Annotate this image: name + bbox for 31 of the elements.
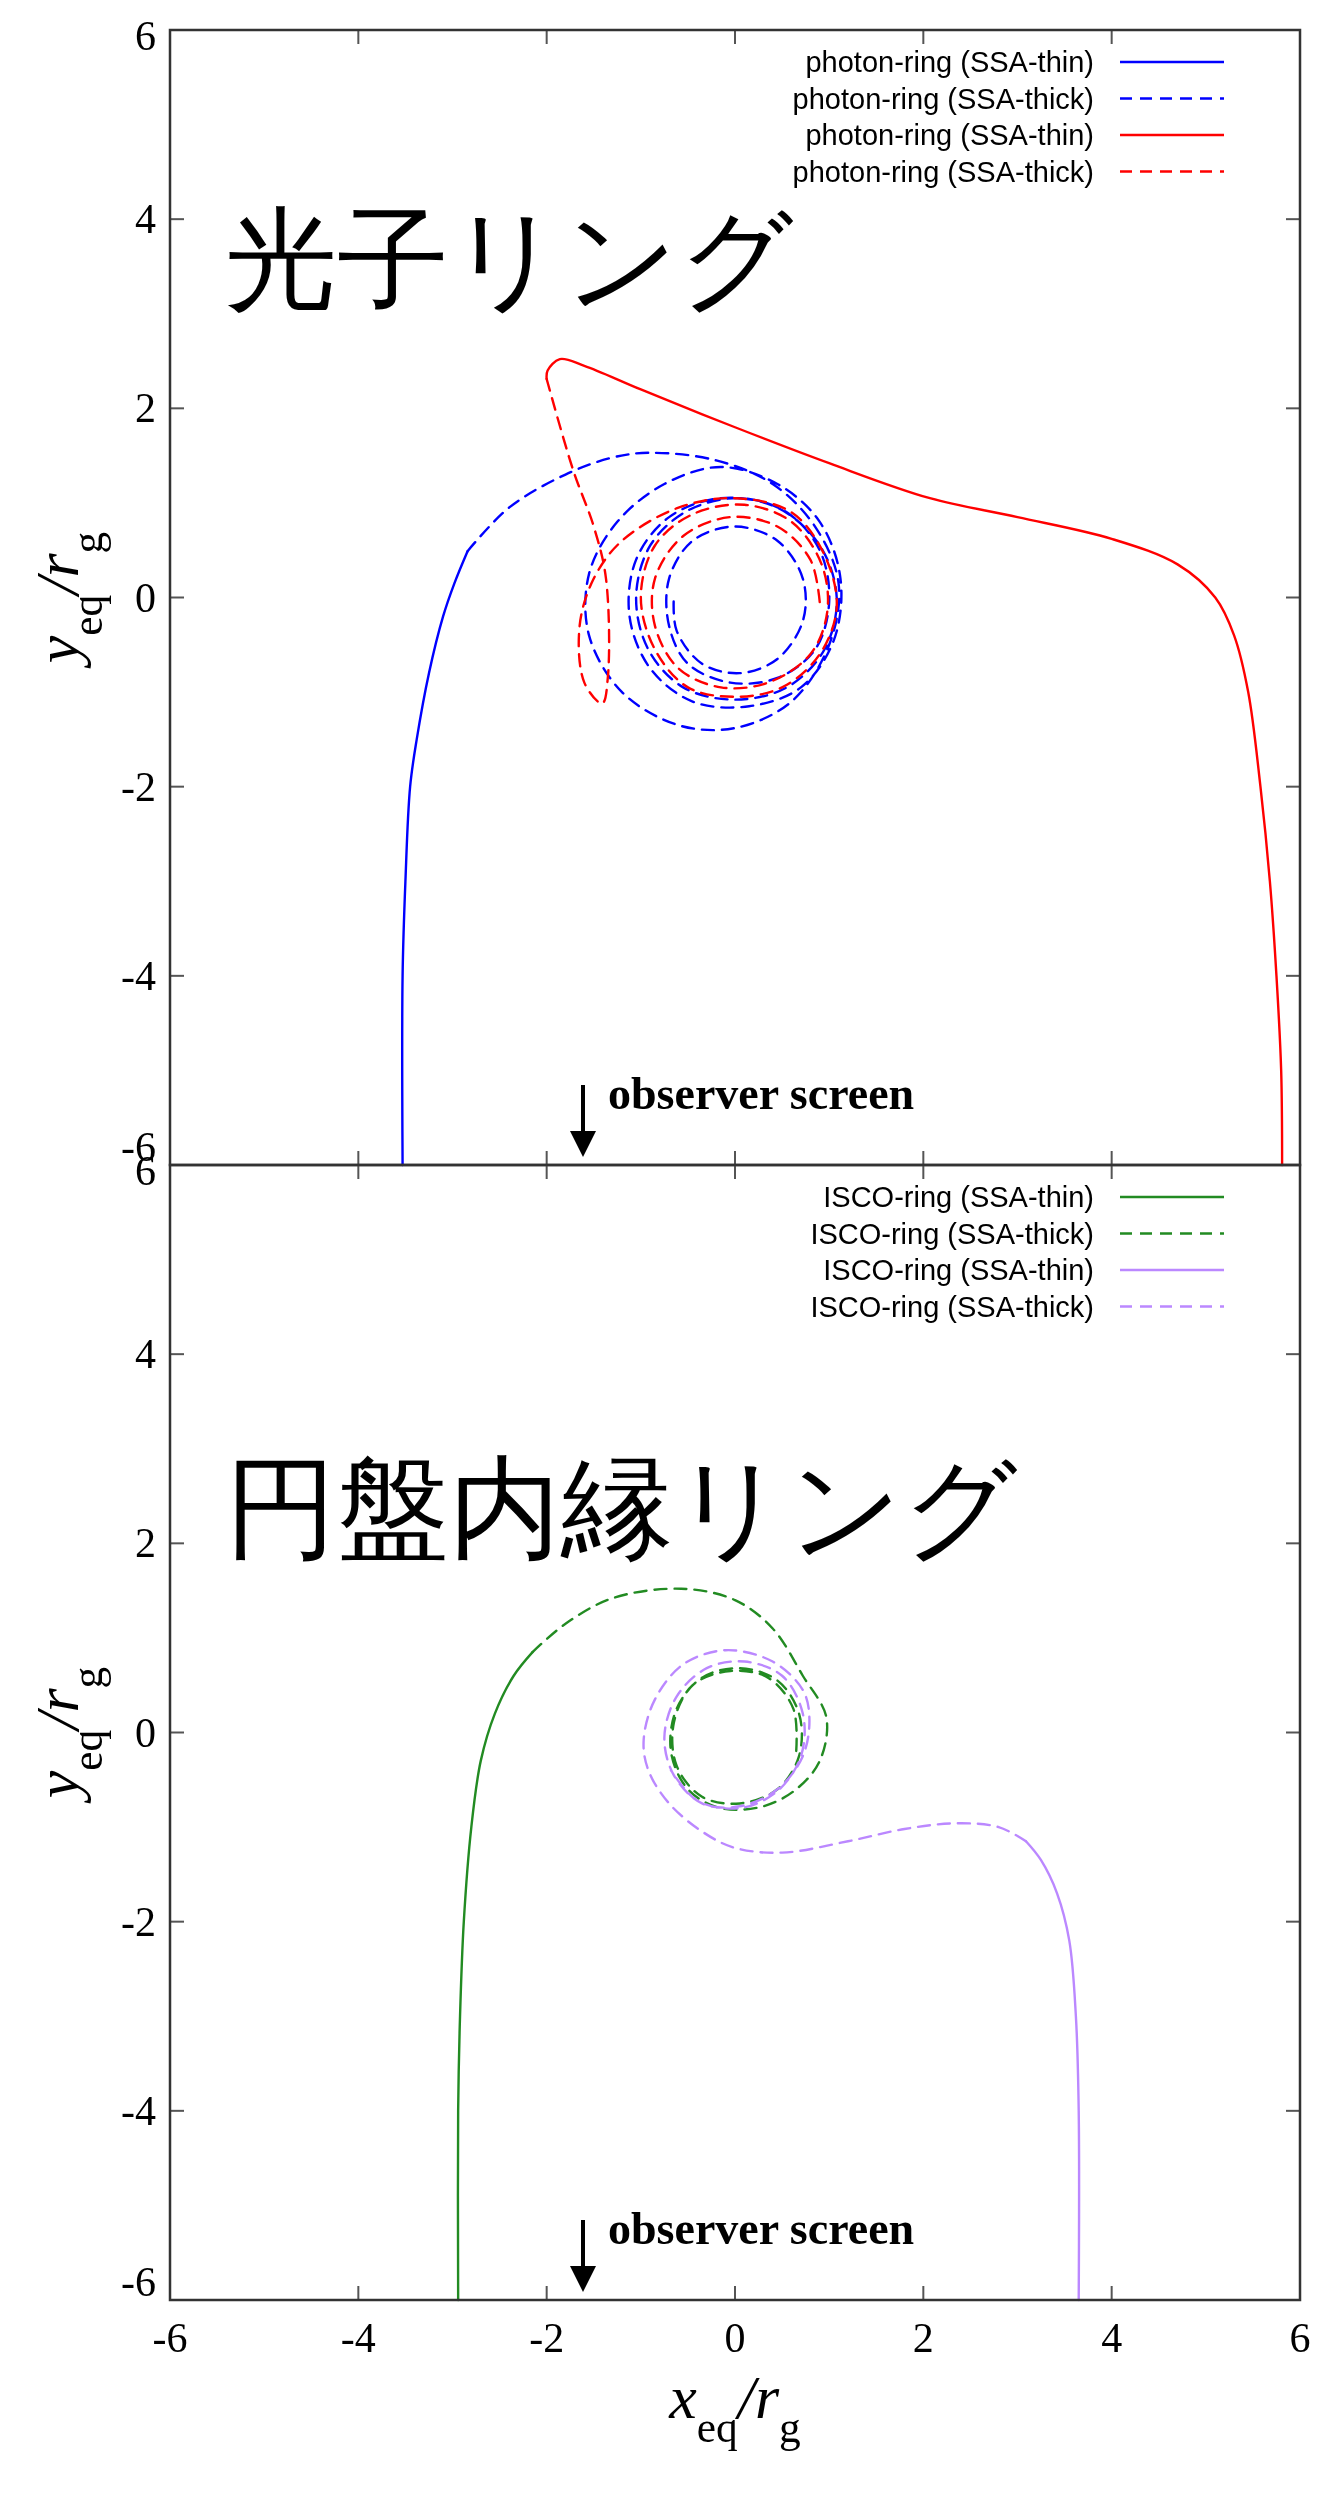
annotation: observer screen <box>608 2203 915 2254</box>
annotation: 円盤内縁リング <box>225 1443 1018 1573</box>
y-tick-label: 2 <box>135 1520 156 1567</box>
y-tick-label: -6 <box>121 2259 156 2305</box>
y-tick-label: 6 <box>135 13 156 59</box>
legend-label: ISCO-ring (SSA-thin) <box>823 1254 1094 1286</box>
x-tick-label: 0 <box>724 2315 746 2361</box>
y-tick-label: -2 <box>121 763 156 810</box>
x-axis-title: x$_{eq}$/r$_{g}$ <box>668 2363 801 2451</box>
legend-label: photon-ring (SSA-thick) <box>792 82 1094 115</box>
legend-label: ISCO-ring (SSA-thin) <box>823 1181 1094 1213</box>
annotation: 光子リング <box>225 194 794 324</box>
annotation: observer screen <box>608 1068 915 1119</box>
legend-label: photon-ring (SSA-thin) <box>805 119 1094 151</box>
y-tick-label: -2 <box>121 1898 156 1945</box>
x-tick-label: 4 <box>1101 2315 1123 2361</box>
y-tick-label: 0 <box>135 1709 156 1756</box>
x-tick-label: 2 <box>912 2315 934 2361</box>
legend-label: photon-ring (SSA-thick) <box>792 155 1094 188</box>
y-tick-label: 0 <box>135 574 156 621</box>
legend-label: photon-ring (SSA-thin) <box>805 46 1094 78</box>
legend-label: ISCO-ring (SSA-thick) <box>810 1290 1094 1323</box>
x-tick-label: -2 <box>529 2315 565 2361</box>
x-tick-label: -4 <box>340 2315 376 2361</box>
y-tick-label: -4 <box>121 952 156 999</box>
x-tick-label: 6 <box>1289 2315 1311 2361</box>
y-tick-label: 2 <box>135 385 156 432</box>
legend-label: ISCO-ring (SSA-thick) <box>810 1217 1094 1250</box>
y-tick-label: -4 <box>121 2087 156 2134</box>
y-tick-label: 4 <box>135 196 156 243</box>
y-tick-label: 4 <box>135 1331 156 1378</box>
